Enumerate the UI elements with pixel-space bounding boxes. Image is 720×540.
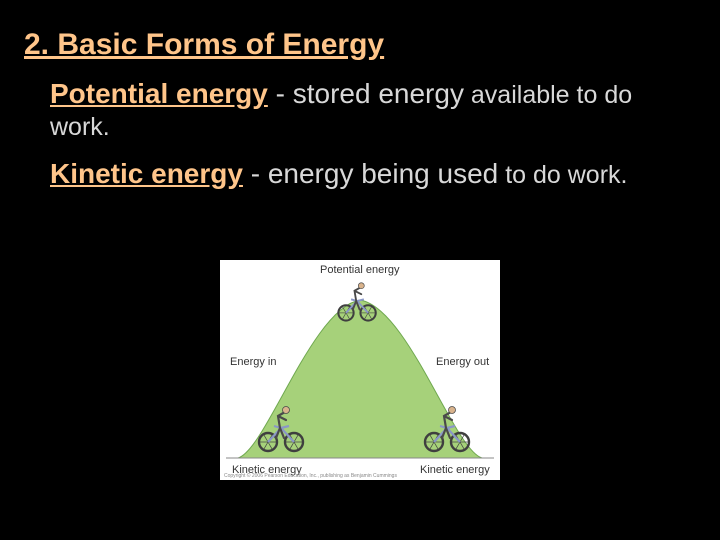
label-potential: Potential energy	[320, 264, 400, 276]
dash-2: -	[243, 158, 268, 189]
copyright-text: Copyright © 2006 Pearson Education, Inc.…	[224, 473, 397, 479]
potential-term: Potential energy	[50, 78, 268, 109]
label-kinetic-right: Kinetic energy	[420, 464, 490, 476]
hill-svg	[220, 260, 500, 480]
energy-hill-diagram: Potential energy Energy in Energy out Ki…	[220, 260, 500, 480]
definition-kinetic: Kinetic energy - energy being used to do…	[50, 158, 670, 190]
slide-title: 2. Basic Forms of Energy	[24, 28, 384, 62]
kinetic-def-rest: to do work.	[498, 161, 627, 189]
potential-def-lead: stored energy	[293, 78, 464, 109]
definition-potential: Potential energy - stored energy availab…	[50, 78, 660, 142]
dash-1: -	[268, 78, 293, 109]
label-energy-in: Energy in	[230, 356, 276, 368]
label-energy-out: Energy out	[436, 356, 489, 368]
kinetic-term: Kinetic energy	[50, 158, 243, 189]
kinetic-def-lead: energy being used	[268, 158, 498, 189]
